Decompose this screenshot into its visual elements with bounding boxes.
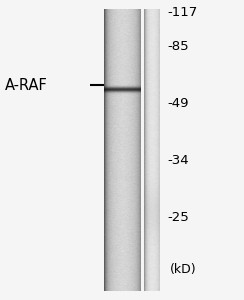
Text: (kD): (kD): [170, 263, 196, 277]
Text: -49: -49: [167, 97, 189, 110]
Text: -25: -25: [167, 211, 189, 224]
Text: A-RAF: A-RAF: [5, 78, 48, 93]
Text: -117: -117: [167, 5, 197, 19]
Text: -85: -85: [167, 40, 189, 53]
Text: -34: -34: [167, 154, 189, 167]
